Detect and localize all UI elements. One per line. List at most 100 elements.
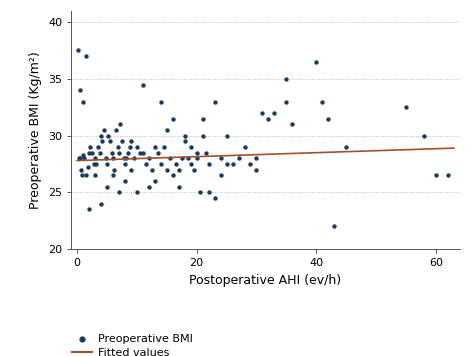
Point — [193, 150, 201, 156]
Point — [223, 161, 230, 167]
Point — [99, 138, 106, 144]
Point — [342, 144, 350, 150]
Point — [175, 184, 182, 190]
Point — [190, 167, 198, 173]
Point — [253, 167, 260, 173]
Point — [97, 133, 105, 138]
Point — [160, 144, 168, 150]
Point — [103, 184, 111, 190]
Point — [121, 178, 129, 184]
Point — [217, 156, 224, 161]
Point — [85, 206, 93, 212]
Point — [193, 156, 201, 161]
Point — [115, 150, 123, 156]
Point — [106, 138, 114, 144]
Point — [139, 82, 146, 87]
Point — [74, 48, 82, 53]
Point — [163, 167, 171, 173]
Point — [91, 156, 99, 161]
Point — [75, 156, 82, 161]
Point — [241, 144, 248, 150]
Point — [202, 150, 210, 156]
Point — [100, 127, 108, 133]
Point — [181, 138, 189, 144]
Point — [76, 87, 84, 93]
Point — [148, 167, 155, 173]
Point — [142, 161, 150, 167]
Point — [90, 161, 98, 167]
Point — [151, 144, 159, 150]
Point — [130, 156, 137, 161]
Point — [330, 224, 338, 229]
Point — [271, 110, 278, 116]
Point — [114, 144, 121, 150]
Point — [229, 161, 237, 167]
Point — [217, 173, 224, 178]
Point — [172, 161, 180, 167]
Point — [108, 150, 116, 156]
Point — [324, 116, 332, 121]
Point — [169, 173, 176, 178]
Point — [283, 99, 290, 104]
Point — [211, 195, 219, 201]
Point — [402, 104, 410, 110]
Point — [94, 144, 102, 150]
Point — [76, 156, 84, 161]
Point — [78, 173, 86, 178]
Point — [187, 161, 194, 167]
Point — [264, 116, 272, 121]
Point — [205, 161, 212, 167]
Point — [103, 161, 111, 167]
Point — [91, 173, 99, 178]
Point — [88, 150, 96, 156]
Point — [187, 144, 194, 150]
Point — [120, 156, 128, 161]
Point — [82, 173, 90, 178]
Point — [253, 156, 260, 161]
Point — [444, 173, 452, 178]
Point — [289, 121, 296, 127]
Point — [81, 156, 88, 161]
Point — [205, 189, 212, 195]
Point — [84, 164, 91, 170]
Point — [151, 178, 159, 184]
Point — [157, 99, 164, 104]
Point — [312, 59, 320, 65]
Point — [79, 99, 87, 104]
Point — [154, 150, 162, 156]
Point — [133, 144, 141, 150]
Point — [157, 161, 164, 167]
Point — [133, 189, 141, 195]
Point — [163, 127, 171, 133]
Point — [432, 173, 440, 178]
Point — [115, 189, 123, 195]
Point — [175, 167, 182, 173]
Point — [109, 173, 117, 178]
Point — [97, 201, 105, 206]
Point — [116, 121, 124, 127]
Point — [178, 156, 185, 161]
Point — [211, 99, 219, 104]
Point — [145, 184, 153, 190]
Point — [110, 167, 118, 173]
Legend: Preoperative BMI, Fitted values: Preoperative BMI, Fitted values — [69, 331, 196, 356]
Point — [112, 127, 120, 133]
Point — [420, 133, 428, 138]
Point — [85, 150, 93, 156]
Point — [127, 138, 135, 144]
Point — [196, 189, 203, 195]
Point — [82, 53, 90, 59]
Point — [169, 116, 176, 121]
Point — [319, 99, 326, 104]
Point — [136, 150, 144, 156]
Point — [122, 156, 130, 161]
Point — [102, 156, 109, 161]
Point — [118, 138, 126, 144]
Point — [223, 133, 230, 138]
Point — [184, 156, 191, 161]
Point — [199, 116, 207, 121]
Point — [121, 161, 129, 167]
Y-axis label: Preoperative BMI (Kg/m²): Preoperative BMI (Kg/m²) — [29, 51, 42, 209]
Point — [109, 156, 117, 161]
Point — [283, 76, 290, 82]
